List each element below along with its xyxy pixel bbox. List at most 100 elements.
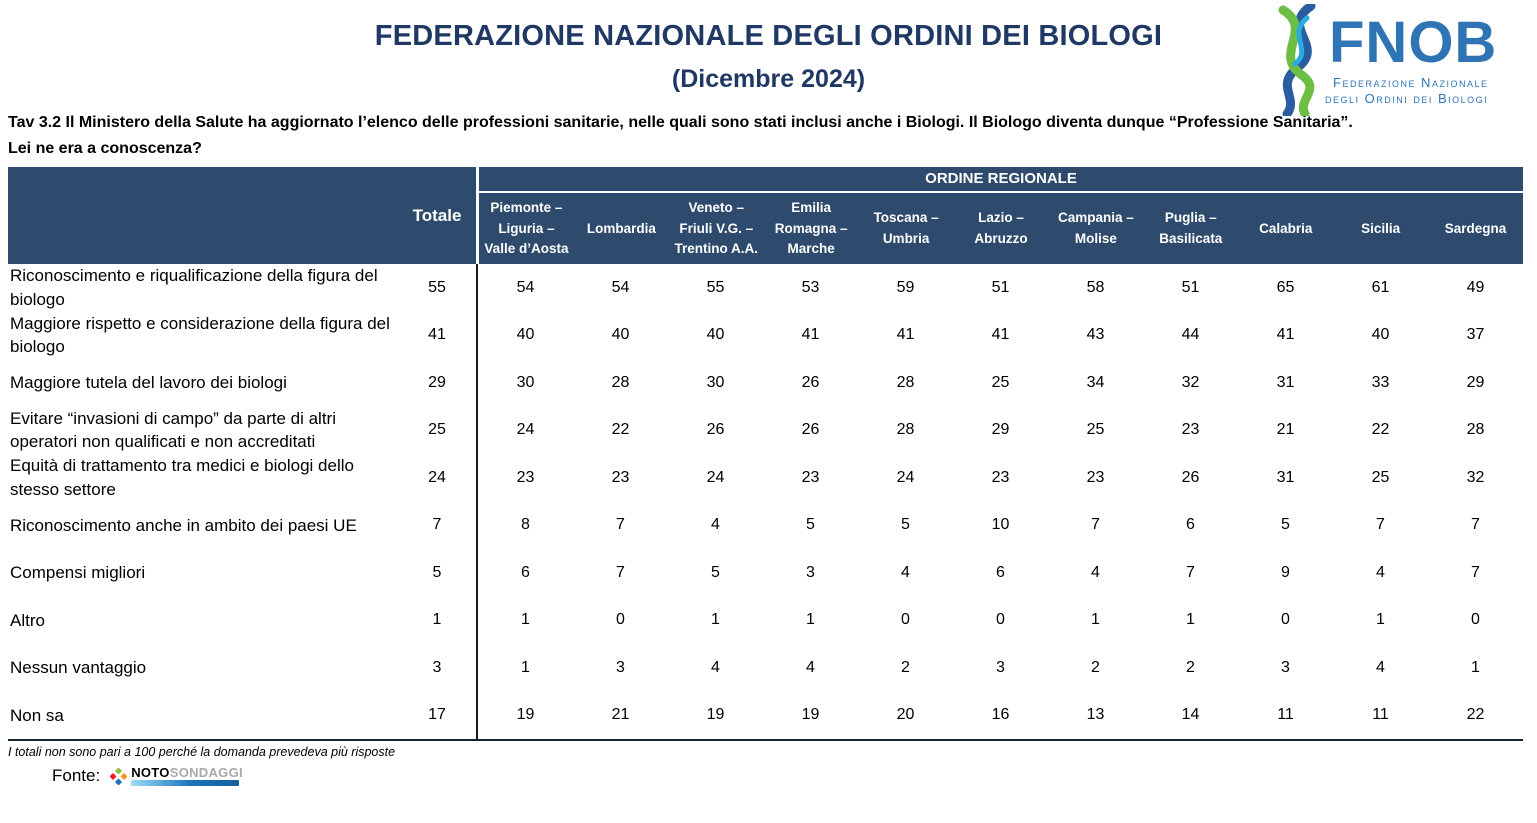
table-row: Riconoscimento e riqualificazione della … [8, 264, 1523, 312]
region-column-header: Toscana – Umbria [873, 210, 939, 246]
value-cell: 44 [1181, 326, 1200, 344]
region-column-header: Campania – Molise [1058, 210, 1134, 246]
value-cell: 6 [996, 563, 1005, 581]
source-label: Fonte: [52, 766, 101, 786]
row-values: 1 0 1 1 0 0 1 1 0 1 0 [476, 596, 1523, 645]
value-cell: 21 [1276, 421, 1295, 439]
value-cell: 20 [896, 706, 915, 724]
row-label: Riconoscimento anche in ambito dei paesi… [10, 515, 357, 535]
row-values: 8 7 4 5 5 10 7 6 5 7 7 [476, 501, 1523, 550]
value-cell: 58 [1086, 278, 1105, 296]
region-column-header: Piemonte – Liguria – Valle d’Aosta [484, 200, 569, 256]
value-cell: 55 [706, 278, 725, 296]
value-cell: 23 [1086, 468, 1105, 486]
fnob-logo: FNOB Federazione Nazionale degli Ordini … [1278, 4, 1497, 116]
value-cell: 43 [1086, 326, 1105, 344]
region-column-header: Veneto – Friuli V.G. – Trentino A.A. [674, 200, 759, 256]
logo-caption-line1: Federazione Nazionale [1333, 75, 1488, 90]
value-cell: 4 [711, 516, 720, 534]
row-totale-value: 24 [428, 468, 446, 486]
value-cell: 3 [1281, 658, 1290, 676]
row-label-spacer [8, 167, 398, 264]
row-label: Evitare “invasioni di campo” da parte di… [10, 408, 336, 452]
value-cell: 1 [1091, 611, 1100, 629]
value-cell: 30 [516, 373, 535, 391]
table-row: Riconoscimento anche in ambito dei paesi… [8, 501, 1523, 550]
value-cell: 24 [516, 421, 535, 439]
value-cell: 9 [1281, 563, 1290, 581]
value-cell: 2 [901, 658, 910, 676]
value-cell: 0 [996, 611, 1005, 629]
table-row: Maggiore tutela del lavoro dei biologi 29… [8, 359, 1523, 407]
results-table: Totale ORDINE REGIONALE Piemonte – Ligur… [8, 167, 1523, 742]
value-cell: 1 [521, 611, 530, 629]
value-cell: 28 [896, 373, 915, 391]
value-cell: 40 [1371, 326, 1390, 344]
row-label: Nessun vantaggio [10, 658, 147, 678]
value-cell: 19 [706, 706, 725, 724]
value-cell: 11 [1372, 706, 1389, 724]
value-cell: 7 [1471, 563, 1480, 581]
value-cell: 41 [896, 326, 915, 344]
value-cell: 65 [1276, 278, 1295, 296]
value-cell: 51 [991, 278, 1010, 296]
value-cell: 28 [611, 373, 630, 391]
row-totale-value: 17 [428, 706, 446, 724]
value-cell: 7 [1186, 563, 1195, 581]
value-cell: 4 [806, 658, 815, 676]
value-cell: 49 [1466, 278, 1485, 296]
row-values: 24 22 26 26 28 29 25 23 21 22 28 [476, 406, 1523, 455]
row-totale-value: 29 [428, 373, 446, 391]
value-cell: 4 [1376, 658, 1385, 676]
value-cell: 1 [1471, 658, 1480, 676]
value-cell: 16 [991, 706, 1010, 724]
region-columns: Piemonte – Liguria – Valle d’Aosta Lombar… [479, 193, 1523, 265]
logo-acronym: FNOB [1329, 10, 1497, 75]
question-line1: Tav 3.2 Il Ministero della Salute ha agg… [8, 114, 1353, 131]
region-column-header: Lazio – Abruzzo [974, 210, 1028, 246]
value-cell: 22 [611, 421, 630, 439]
table-row: Evitare “invasioni di campo” da parte di… [8, 406, 1523, 455]
row-values: 23 23 24 23 24 23 23 26 31 25 32 [476, 454, 1523, 502]
value-cell: 29 [991, 421, 1010, 439]
row-values: 40 40 40 41 41 41 43 44 41 40 37 [476, 311, 1523, 360]
value-cell: 2 [1186, 658, 1195, 676]
table-row: Nessun vantaggio 3 1 3 4 4 2 3 2 2 3 4 1 [8, 644, 1523, 692]
noto-sondaggi-logo: NOTOSONDAGGI [110, 766, 243, 787]
value-cell: 6 [521, 563, 530, 581]
value-cell: 53 [801, 278, 820, 296]
page-header: FEDERAZIONE NAZIONALE DEGLI ORDINI DEI B… [0, 0, 1537, 94]
value-cell: 28 [1466, 421, 1485, 439]
row-values: 6 7 5 3 4 6 4 7 9 4 7 [476, 549, 1523, 597]
value-cell: 25 [1371, 468, 1390, 486]
row-label: Maggiore tutela del lavoro dei biologi [10, 373, 287, 393]
value-cell: 26 [801, 421, 820, 439]
value-cell: 7 [1471, 516, 1480, 534]
value-cell: 7 [1091, 516, 1100, 534]
value-cell: 5 [806, 516, 815, 534]
value-cell: 31 [1276, 468, 1295, 486]
value-cell: 1 [1376, 611, 1385, 629]
value-cell: 22 [1371, 421, 1390, 439]
value-cell: 4 [901, 563, 910, 581]
row-values: 1 3 4 4 2 3 2 2 3 4 1 [476, 644, 1523, 692]
value-cell: 37 [1466, 326, 1485, 344]
value-cell: 26 [1181, 468, 1200, 486]
value-cell: 8 [521, 516, 530, 534]
value-cell: 41 [801, 326, 820, 344]
row-label: Equità di trattamento tra medici e biolo… [10, 456, 354, 499]
value-cell: 0 [1471, 611, 1480, 629]
value-cell: 3 [616, 658, 625, 676]
row-label: Altro [10, 610, 45, 630]
value-cell: 26 [801, 373, 820, 391]
value-cell: 23 [516, 468, 535, 486]
region-column-header: Calabria [1259, 220, 1313, 236]
value-cell: 3 [996, 658, 1005, 676]
value-cell: 40 [516, 326, 535, 344]
row-totale-value: 41 [428, 326, 446, 344]
value-cell: 13 [1086, 706, 1105, 724]
value-cell: 51 [1181, 278, 1200, 296]
row-label: Riconoscimento e riqualificazione della … [10, 266, 378, 309]
page-subtitle: (Dicembre 2024) [671, 65, 866, 93]
row-label: Compensi migliori [10, 563, 146, 583]
